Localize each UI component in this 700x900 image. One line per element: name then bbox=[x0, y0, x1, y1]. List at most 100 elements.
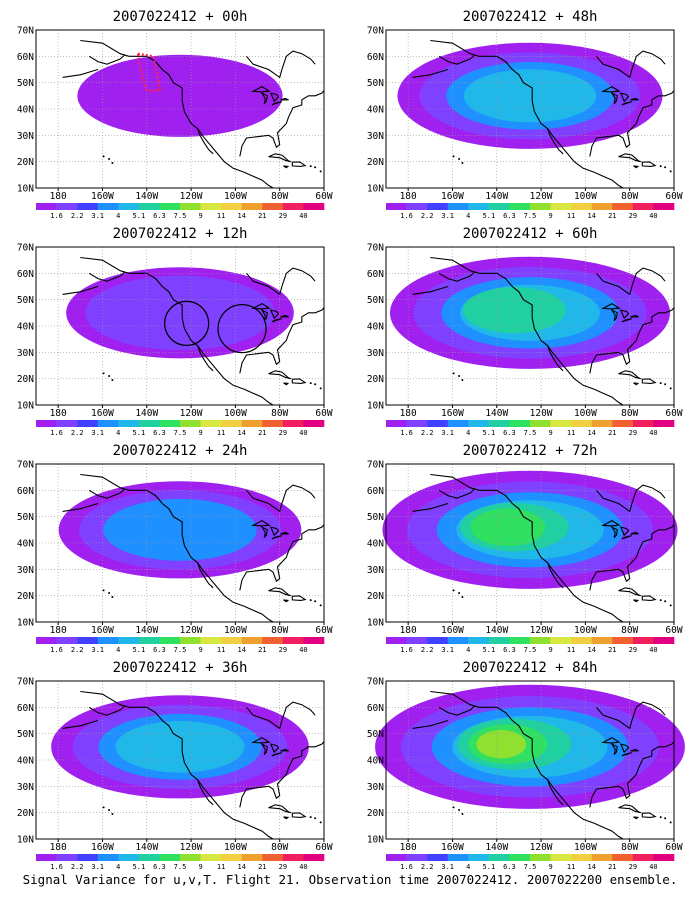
lon-tick-label: 160W bbox=[91, 408, 114, 419]
signal-variance-field bbox=[382, 470, 678, 589]
lon-tick-label: 80W bbox=[271, 625, 288, 636]
colorbar-swatch bbox=[632, 637, 654, 644]
colorbar-label: 29 bbox=[279, 212, 287, 220]
colorbar: 1.6 2.2 3.1 4 5.1 6.3 7.5 9 11 14 21 29 40 bbox=[36, 854, 325, 871]
lat-tick-label: 10N bbox=[367, 618, 384, 629]
colorbar-label: 7.5 bbox=[174, 646, 187, 654]
colorbar-label: 11 bbox=[567, 863, 575, 871]
colorbar-label: 6.3 bbox=[153, 646, 166, 654]
map-plot: 180 160W 140W 120W 100W 80W 60W 10N 20N 30N 40N 50N… bbox=[17, 677, 333, 872]
colorbar-label: 14 bbox=[237, 212, 245, 220]
colorbar-label: 29 bbox=[629, 212, 637, 220]
colorbar-swatch bbox=[180, 854, 201, 861]
lat-tick-label: 70N bbox=[17, 677, 34, 688]
colorbar: 1.6 2.2 3.1 4 5.1 6.3 7.5 9 11 14 21 29 40 bbox=[386, 854, 675, 871]
colorbar-label: 14 bbox=[587, 646, 595, 654]
colorbar-label: 14 bbox=[587, 429, 595, 437]
map-frame bbox=[35, 29, 325, 189]
signal-variance-field bbox=[77, 54, 283, 137]
colorbar-swatch bbox=[406, 637, 428, 644]
map-gridlines bbox=[36, 30, 325, 188]
map-plot: 180 160W 140W 120W 100W 80W 60W 10N 20N 30N 40N 50N… bbox=[367, 460, 683, 655]
lat-tick-label: 10N bbox=[17, 835, 34, 846]
lon-tick-label: 120W bbox=[180, 625, 203, 636]
lat-tick-label: 30N bbox=[17, 131, 34, 142]
colorbar-swatch bbox=[612, 637, 634, 644]
colorbar-label: 1.6 bbox=[400, 863, 413, 871]
colorbar-swatch bbox=[571, 637, 593, 644]
lat-tick-label: 30N bbox=[367, 348, 384, 359]
lat-tick-label: 70N bbox=[367, 677, 384, 688]
lat-tick-label: 20N bbox=[367, 157, 384, 168]
colorbar-swatch bbox=[241, 637, 263, 644]
lat-tick-label: 60N bbox=[17, 486, 34, 497]
lon-tick-label: 100W bbox=[574, 191, 597, 202]
coastlines bbox=[62, 473, 325, 623]
colorbar-swatch bbox=[632, 420, 654, 427]
colorbar-swatch bbox=[550, 420, 572, 427]
coastlines bbox=[62, 256, 325, 406]
lat-tick-label: 60N bbox=[17, 703, 34, 714]
coastlines bbox=[412, 256, 675, 406]
map-frame bbox=[385, 246, 675, 406]
colorbar-label: 9 bbox=[548, 646, 552, 654]
colorbar-label: 4 bbox=[466, 646, 470, 654]
variance-band bbox=[85, 275, 275, 351]
colorbar-swatch bbox=[56, 637, 78, 644]
colorbar-swatch bbox=[36, 637, 57, 644]
lat-tick-label: 30N bbox=[367, 131, 384, 142]
colorbar-label: 5.1 bbox=[483, 646, 496, 654]
colorbar-label: 7.5 bbox=[524, 212, 537, 220]
colorbar-label: 4 bbox=[116, 212, 120, 220]
forecast-panel: 2007022412 + 60h 180 160W 140W 120W 100W 80W 60… bbox=[360, 223, 700, 439]
colorbar-swatch bbox=[36, 854, 57, 861]
lon-tick-label: 180 bbox=[400, 625, 417, 636]
map-plot: 180 160W 140W 120W 100W 80W 60W 10N 20N 30N 40N 50N… bbox=[367, 26, 683, 221]
colorbar-swatch bbox=[262, 854, 284, 861]
colorbar-label: 5.1 bbox=[133, 212, 146, 220]
colorbar-swatch bbox=[97, 854, 119, 861]
lat-tick-label: 50N bbox=[367, 295, 384, 306]
lat-tick-label: 50N bbox=[367, 78, 384, 89]
colorbar-swatch bbox=[118, 854, 140, 861]
lat-tick-label: 50N bbox=[367, 729, 384, 740]
map-frame bbox=[385, 680, 675, 840]
colorbar-swatch bbox=[56, 203, 78, 210]
colorbar-label: 40 bbox=[299, 863, 307, 871]
lon-tick-label: 140W bbox=[135, 842, 158, 853]
colorbar-label: 29 bbox=[279, 429, 287, 437]
lon-tick-label: 80W bbox=[621, 191, 638, 202]
colorbar-swatch bbox=[653, 637, 675, 644]
lon-tick-label: 60W bbox=[315, 842, 332, 853]
map-plot: 180 160W 140W 120W 100W 80W 60W 10N 20N 30N 40N 50N… bbox=[367, 677, 685, 871]
map-plot: 180 160W 140W 120W 100W 80W 60W 10N 20N 30N 40N 50N… bbox=[17, 243, 333, 438]
colorbar-label: 4 bbox=[116, 646, 120, 654]
variance-band bbox=[77, 54, 283, 137]
lat-tick-label: 10N bbox=[17, 401, 34, 412]
lat-tick-label: 20N bbox=[367, 374, 384, 385]
colorbar-label: 2.2 bbox=[421, 863, 434, 871]
colorbar-label: 40 bbox=[649, 863, 657, 871]
signal-variance-field bbox=[390, 256, 670, 369]
map-frame bbox=[35, 246, 325, 406]
colorbar-label: 2.2 bbox=[421, 429, 434, 437]
lat-tick-label: 30N bbox=[17, 565, 34, 576]
colorbar-swatch bbox=[530, 637, 551, 644]
colorbar-swatch bbox=[118, 203, 140, 210]
lon-tick-label: 60W bbox=[665, 842, 682, 853]
forecast-panel: 2007022412 + 48h 180 160W 140W 120W 100W 80W 60… bbox=[360, 6, 700, 222]
colorbar-swatch bbox=[241, 420, 263, 427]
colorbar-label: 11 bbox=[217, 212, 225, 220]
colorbar-swatch bbox=[262, 420, 284, 427]
lon-tick-label: 120W bbox=[530, 625, 553, 636]
lat-tick-label: 60N bbox=[367, 703, 384, 714]
colorbar-label: 7.5 bbox=[174, 429, 187, 437]
lon-tick-label: 120W bbox=[180, 191, 203, 202]
lat-tick-label: 50N bbox=[17, 295, 34, 306]
panel-title: 2007022412 + 00h bbox=[112, 9, 248, 25]
map-frame bbox=[385, 29, 675, 189]
lon-tick-label: 180 bbox=[50, 191, 67, 202]
colorbar-swatch bbox=[180, 637, 201, 644]
colorbar-label: 40 bbox=[649, 429, 657, 437]
lon-tick-label: 100W bbox=[574, 408, 597, 419]
